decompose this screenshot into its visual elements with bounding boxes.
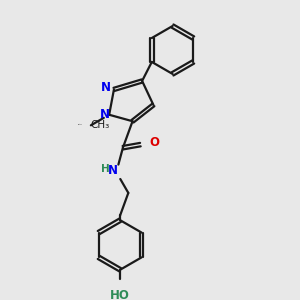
- Text: HO: HO: [110, 289, 130, 300]
- Text: N: N: [101, 81, 111, 94]
- Text: N: N: [108, 164, 118, 177]
- Text: N: N: [100, 108, 110, 121]
- Text: CH₃: CH₃: [90, 120, 110, 130]
- Text: O: O: [149, 136, 159, 149]
- Text: H: H: [101, 164, 110, 174]
- Text: methyl: methyl: [78, 124, 82, 125]
